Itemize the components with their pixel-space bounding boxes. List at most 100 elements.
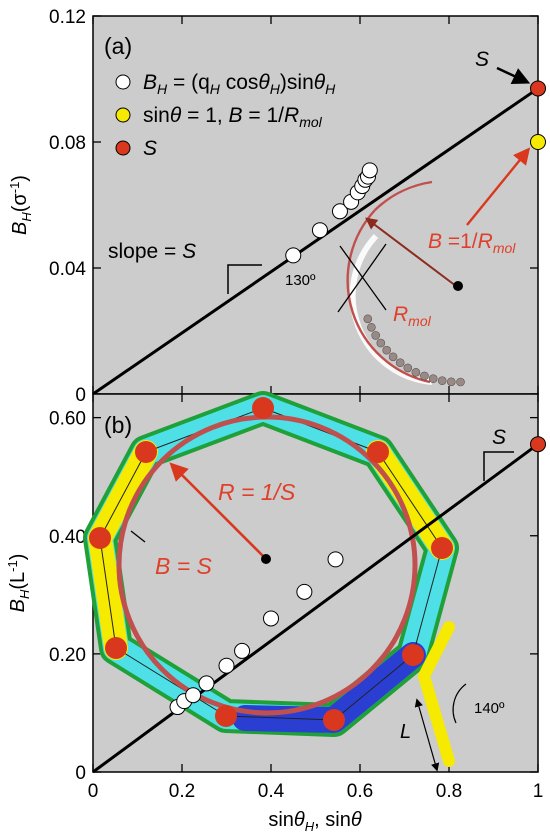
data-point-red — [530, 436, 546, 453]
data-point-white — [234, 642, 251, 659]
panel-b-ylabel: BH(L-1) — [5, 554, 32, 613]
data-point-red — [530, 80, 546, 97]
b-eq-pointer — [130, 530, 146, 543]
legend-entry-3: S — [143, 137, 157, 160]
ring-joint — [402, 644, 424, 666]
panel-b-fit-line — [92, 442, 539, 774]
legend-entry-2: sinθ = 1, B = 1/Rmol — [143, 104, 323, 130]
ring-joint — [215, 705, 237, 727]
x-tick-label: 1 — [533, 781, 544, 802]
x-axis-ticks: 0 0.2 0.4 0.6 0.8 1 — [88, 781, 544, 802]
b-rmol-label: B =1/Rmol — [428, 230, 516, 256]
y-tick-label: 0.12 — [49, 7, 86, 28]
y-tick-label: 0 — [75, 385, 86, 406]
x-tick-label: 0.6 — [347, 781, 373, 802]
panel-a-fit-line — [92, 87, 539, 396]
data-point-white — [263, 610, 279, 627]
ring-joint — [105, 637, 127, 659]
panel-a: 0 0.04 0.08 0.12 slope = S 130º Rmol B =1/R… — [7, 7, 546, 406]
data-point-white — [218, 657, 235, 674]
s-bracket-b — [483, 451, 514, 481]
legend: (a) BH = (qH cosθH)sinθH sinθ = 1, B = 1… — [104, 33, 336, 160]
arc-bead — [371, 331, 381, 340]
y-tick-label: 0.04 — [49, 259, 86, 280]
arc-bead — [428, 374, 438, 384]
b-rmol-arrow — [466, 147, 531, 226]
panel-a-ylabel: BH(σ-1) — [7, 175, 34, 235]
arc-bead — [446, 377, 456, 387]
y-tick-label: 0.08 — [49, 133, 86, 154]
s-label-a: S — [475, 48, 489, 71]
y-tick-label: 0.20 — [49, 645, 86, 666]
x-tick-label: 0.4 — [258, 781, 285, 802]
arc-bead — [367, 322, 376, 332]
x-axis-label: sinθH, sinθ — [268, 809, 362, 834]
x-tick-label: 0 — [88, 781, 99, 802]
legend-marker-yellow — [115, 107, 131, 123]
length-arrow — [414, 698, 440, 772]
rmol-label: Rmol — [393, 303, 432, 329]
molecule-arc — [346, 180, 465, 387]
angle-line-2 — [337, 243, 387, 313]
legend-marker-red — [115, 140, 131, 156]
data-point-white — [327, 551, 344, 568]
data-point-white — [361, 162, 378, 179]
arc-bead — [388, 352, 398, 362]
arc-bead — [382, 345, 392, 355]
ring-joints — [89, 397, 453, 731]
decagon-ring — [83, 391, 459, 737]
ring-joint — [431, 537, 453, 559]
arc-bead — [420, 371, 429, 381]
x-tick-label: 0.8 — [436, 781, 462, 802]
panel-a-label: (a) — [104, 33, 132, 59]
b-eq-label: B = S — [155, 553, 213, 579]
arc-bead — [403, 363, 413, 373]
data-point-white — [311, 222, 328, 239]
arc-bead — [363, 314, 373, 324]
legend-entry-1: BH = (qH cosθH)sinθH — [143, 71, 336, 97]
bent-monomer: 140º L — [400, 621, 505, 772]
s-label-b: S — [492, 426, 506, 449]
arc-beads — [363, 314, 465, 387]
arc-bead — [395, 358, 405, 368]
legend-marker-white — [115, 74, 131, 90]
panel-b-points — [169, 436, 546, 716]
panel-a-points — [285, 80, 546, 264]
angle-label-b: 140º — [474, 700, 505, 717]
ring-center — [261, 554, 271, 564]
data-point-white — [296, 583, 313, 600]
panel-a-background — [92, 15, 539, 395]
ring-joint — [135, 441, 157, 463]
circle-center — [453, 281, 463, 291]
panel-b-label: (b) — [104, 412, 132, 438]
radius-arrow — [365, 217, 457, 287]
panel-b-ticks: 0 0.20 0.40 0.60 — [49, 394, 539, 784]
ring-joint — [323, 709, 345, 731]
x-tick-label: 0.2 — [169, 781, 195, 802]
r-eq-label: R = 1/S — [218, 479, 296, 505]
y-tick-label: 0.40 — [49, 527, 86, 548]
l-label: L — [400, 721, 411, 743]
data-point-white — [285, 247, 302, 264]
arc-bead — [437, 376, 447, 386]
ring-joint — [89, 527, 111, 549]
data-point-yellow — [530, 134, 546, 150]
data-point-white — [331, 203, 348, 220]
angle-label-a: 130º — [285, 272, 316, 289]
ring-joint — [367, 441, 389, 463]
s-arrow-a — [496, 66, 531, 85]
slope-label: slope = S — [108, 240, 196, 263]
arc-bead — [456, 377, 465, 387]
radius-arrow-b — [169, 462, 266, 559]
ring-joint — [252, 397, 274, 419]
arc-bead — [411, 367, 421, 377]
ring-outline — [99, 407, 443, 721]
data-point-white — [185, 687, 202, 704]
y-tick-label: 0 — [75, 763, 86, 784]
data-point-white — [198, 675, 215, 692]
panel-b: 0 0.20 0.40 0.60 R = 1/S B = S S 140º — [5, 391, 546, 784]
arc-bead — [376, 338, 386, 348]
y-tick-label: 0.60 — [49, 409, 86, 430]
angle-line-1 — [339, 245, 387, 311]
